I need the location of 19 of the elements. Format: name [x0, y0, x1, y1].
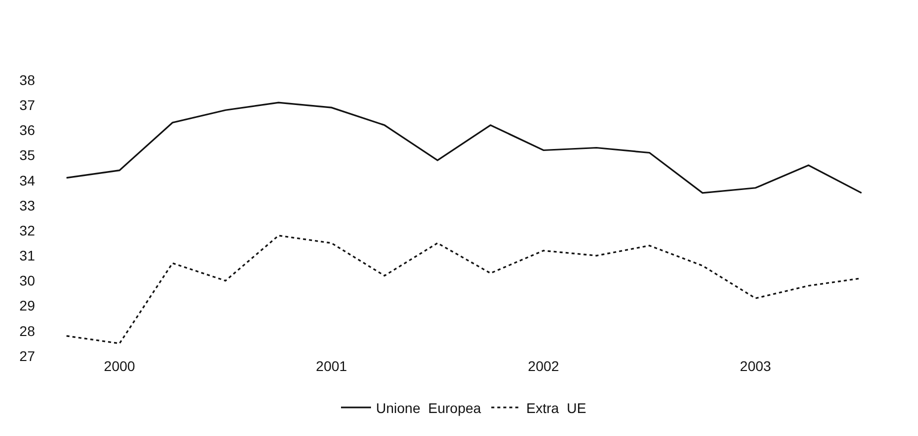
y-tick-label: 33 [19, 197, 36, 214]
line-series [66, 102, 862, 194]
y-tick-label: 34 [19, 172, 36, 188]
y-tick-label: 30 [19, 272, 36, 289]
y-tick-label: 31 [19, 248, 36, 264]
y-tick-label: 38 [19, 72, 36, 88]
y-tick-label: 37 [19, 96, 36, 113]
x-tick-label: 2001 [316, 358, 348, 374]
y-tick-label: 35 [19, 147, 36, 164]
y-tick-label: 32 [19, 222, 36, 238]
legend-label: Unione Europea [376, 400, 482, 416]
y-tick-label: 29 [19, 298, 36, 314]
x-tick-label: 2000 [104, 358, 136, 374]
x-tick-label: 2002 [528, 358, 560, 374]
y-tick-label: 27 [19, 348, 36, 364]
legend-label: Extra UE [526, 400, 586, 416]
y-tick-label: 28 [19, 322, 36, 339]
y-tick-label: 36 [19, 122, 36, 138]
x-tick-label: 2003 [740, 358, 772, 374]
